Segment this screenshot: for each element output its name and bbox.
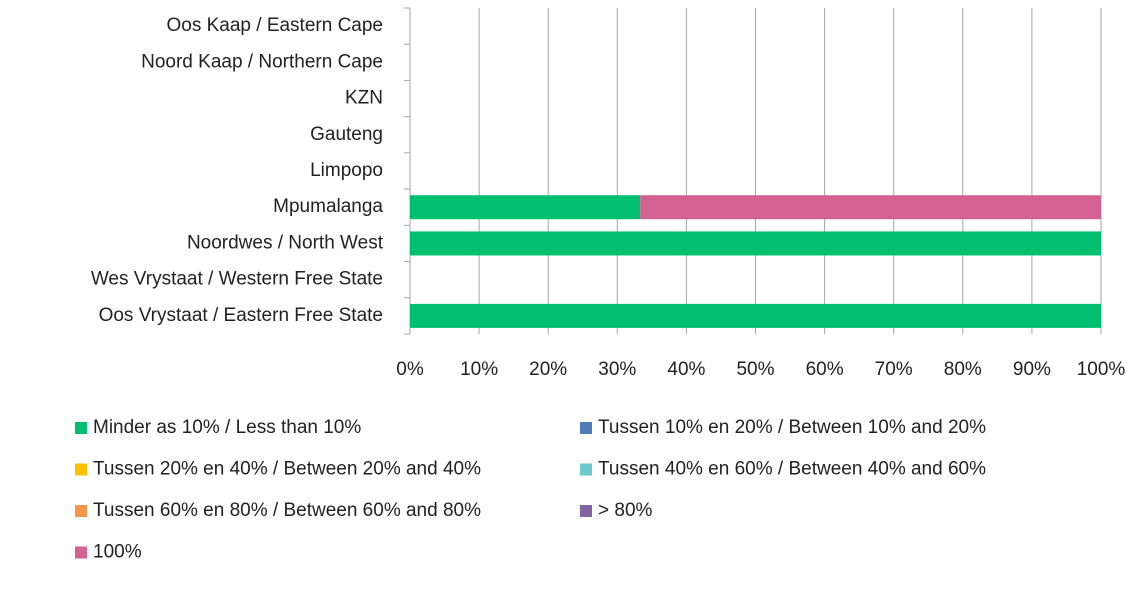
legend-swatch [580, 422, 592, 434]
y-tick-label: Noordwes / North West [187, 232, 384, 253]
legend-swatch [75, 505, 87, 517]
legend-label: Tussen 20% en 40% / Between 20% and 40% [93, 459, 481, 480]
y-tick-label: Mpumalanga [273, 196, 383, 217]
bar [640, 195, 1101, 220]
y-tick-label: Gauteng [310, 124, 383, 145]
y-tick-label: Limpopo [310, 160, 383, 181]
x-tick-label: 0% [396, 359, 424, 380]
y-tick-label: KZN [345, 88, 383, 109]
bar [410, 231, 1101, 256]
legend-label: Tussen 60% en 80% / Between 60% and 80% [93, 500, 481, 521]
y-tick-label: Wes Vrystaat / Western Free State [91, 269, 383, 290]
bar [410, 303, 1101, 328]
legend-swatch [580, 463, 592, 476]
legend-swatch [75, 422, 87, 434]
x-tick-label: 70% [875, 359, 913, 380]
legend-swatch [75, 546, 87, 559]
legend-label: Tussen 10% en 20% / Between 10% and 20% [598, 417, 986, 438]
legend-swatch [580, 505, 592, 517]
legend-swatch [75, 463, 87, 476]
y-tick-label: Oos Kaap / Eastern Cape [166, 15, 383, 36]
legend-label: > 80% [598, 500, 653, 521]
x-tick-label: 20% [529, 359, 567, 380]
x-tick-label: 80% [944, 359, 982, 380]
legend-label: Tussen 40% en 60% / Between 40% and 60% [598, 459, 986, 480]
x-tick-label: 60% [806, 359, 844, 380]
x-tick-label: 40% [667, 359, 705, 380]
y-tick-label: Oos Vrystaat / Eastern Free State [99, 305, 383, 326]
bar [410, 195, 641, 220]
x-tick-label: 50% [736, 359, 774, 380]
y-tick-label: Noord Kaap / Northern Cape [141, 51, 383, 72]
x-tick-label: 90% [1013, 359, 1051, 380]
x-tick-label: 100% [1077, 359, 1126, 380]
x-tick-label: 30% [598, 359, 636, 380]
legend-label: Minder as 10% / Less than 10% [93, 417, 361, 438]
x-tick-label: 10% [460, 359, 498, 380]
legend-label: 100% [93, 542, 142, 563]
